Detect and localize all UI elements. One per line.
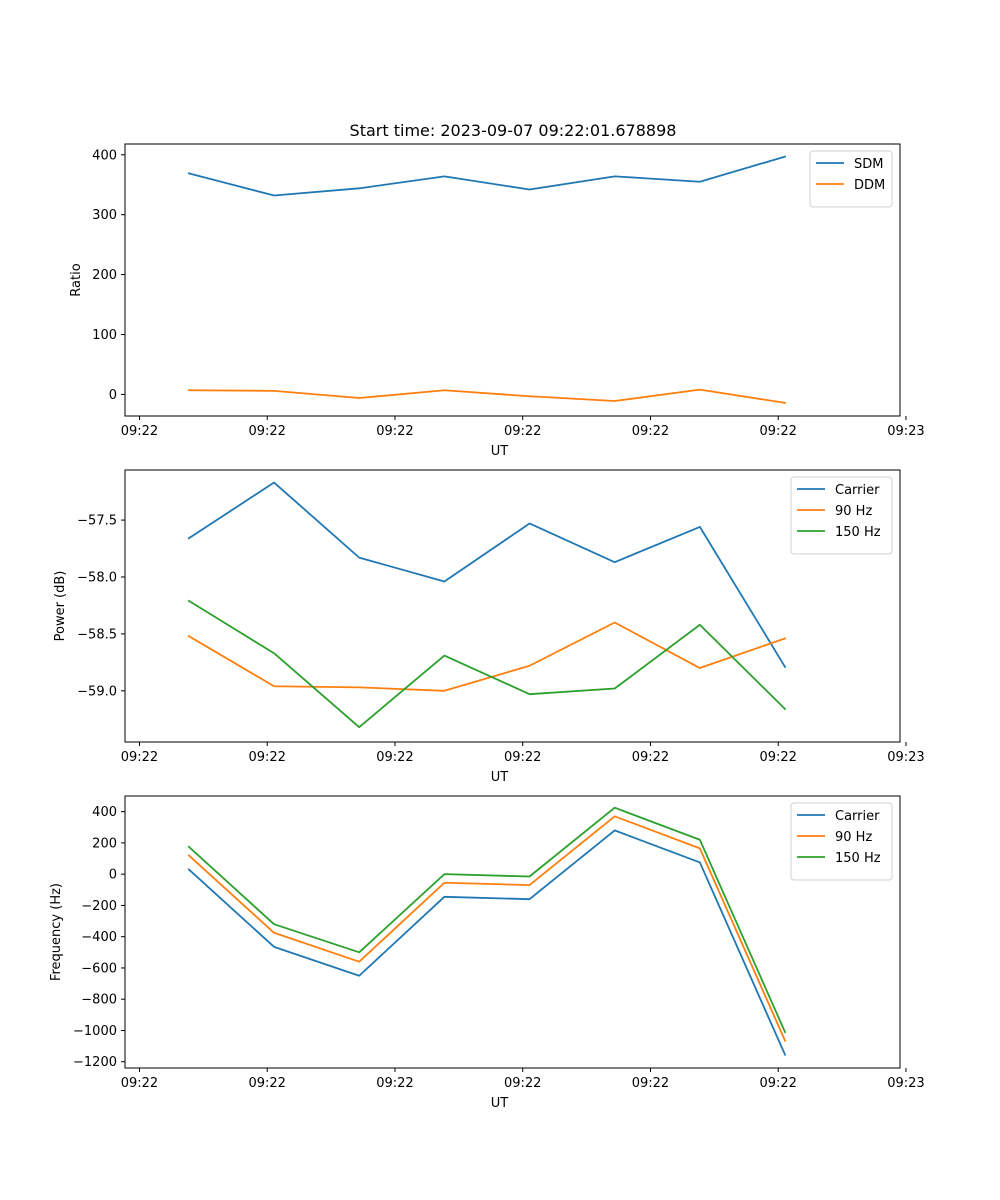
y-tick-label: −800 — [81, 993, 117, 1008]
chart-panel-2: 09:22 09:22 09:22 09:22 09:22 09:22 09:23 −57.5… — [53, 469, 925, 785]
series-line-carrier — [187, 481, 787, 669]
legend-label-carrier: Carrier — [835, 809, 880, 824]
y-tick-label: 0 — [109, 388, 117, 403]
legend: SDM DDM — [809, 150, 893, 208]
plot-frame — [124, 469, 901, 743]
y-tick-label: −57.5 — [77, 514, 117, 529]
x-tick-label: 09:22 — [759, 424, 796, 439]
x-axis-label: UT — [491, 770, 509, 785]
x-tick-label: 09:23 — [887, 750, 924, 765]
x-tick-label: 09:22 — [121, 750, 158, 765]
x-tick-label: 09:22 — [248, 750, 285, 765]
chart-panel-1: 09:22 09:22 09:22 09:22 09:22 09:22 09:23 0 100 2… — [69, 143, 925, 459]
legend-box — [809, 150, 893, 208]
legend-label-150-hz: 150 Hz — [835, 525, 881, 540]
y-tick-label: −200 — [81, 899, 117, 914]
y-tick-label: 100 — [92, 328, 117, 343]
series-line-carrier — [187, 829, 787, 1056]
series-line-ddm — [187, 388, 787, 404]
x-tick-label: 09:22 — [504, 750, 541, 765]
y-tick-label: −400 — [81, 930, 117, 945]
legend-box — [790, 802, 893, 881]
x-tick-label: 09:23 — [887, 1076, 924, 1091]
series-line-90-hz — [187, 621, 787, 692]
y-tick-label: 400 — [92, 148, 117, 163]
x-tick-label: 09:22 — [759, 1076, 796, 1091]
x-tick-label: 09:23 — [887, 424, 924, 439]
x-tick-label: 09:22 — [376, 424, 413, 439]
y-axis-label: Power (dB) — [53, 571, 68, 642]
figure-title: Start time: 2023-09-07 09:22:01.678898 — [350, 121, 677, 140]
x-tick-label: 09:22 — [376, 1076, 413, 1091]
x-tick-label: 09:22 — [248, 424, 285, 439]
legend: Carrier 90 Hz 150 Hz — [790, 476, 893, 555]
x-tick-label: 09:22 — [248, 1076, 285, 1091]
x-tick-label: 09:22 — [121, 424, 158, 439]
legend: Carrier 90 Hz 150 Hz — [790, 802, 893, 881]
x-axis-label: UT — [491, 444, 509, 459]
x-tick-label: 09:22 — [632, 1076, 669, 1091]
legend-label-ddm: DDM — [854, 178, 885, 193]
legend-label-sdm: SDM — [854, 157, 883, 172]
x-tick-label: 09:22 — [504, 1076, 541, 1091]
x-axis-label: UT — [491, 1096, 509, 1111]
y-tick-label: 0 — [109, 868, 117, 883]
x-tick-label: 09:22 — [504, 424, 541, 439]
legend-label-90-hz: 90 Hz — [835, 830, 872, 845]
x-tick-label: 09:22 — [632, 750, 669, 765]
plot-frame — [124, 143, 901, 417]
y-tick-label: −58.5 — [77, 627, 117, 642]
x-tick-label: 09:22 — [759, 750, 796, 765]
series-line-90-hz — [187, 815, 787, 1042]
y-tick-label: −1200 — [73, 1055, 117, 1070]
legend-box — [790, 476, 893, 555]
series-line-150-hz — [187, 806, 787, 1034]
plot-frame — [124, 795, 901, 1069]
y-tick-label: −600 — [81, 961, 117, 976]
series-line-150-hz — [187, 599, 787, 729]
y-tick-label: 200 — [92, 836, 117, 851]
y-tick-label: 300 — [92, 208, 117, 223]
x-tick-label: 09:22 — [376, 750, 413, 765]
series-line-sdm — [187, 155, 787, 197]
chart-panel-3: 09:22 09:22 09:22 09:22 09:22 09:22 09:23 400 20… — [49, 795, 925, 1111]
y-tick-label: 200 — [92, 268, 117, 283]
y-axis-label: Ratio — [69, 263, 84, 296]
legend-label-90-hz: 90 Hz — [835, 504, 872, 519]
legend-label-carrier: Carrier — [835, 483, 880, 498]
legend-label-150-hz: 150 Hz — [835, 851, 881, 866]
y-tick-label: −1000 — [73, 1024, 117, 1039]
y-axis-label: Frequency (Hz) — [49, 883, 64, 981]
x-tick-label: 09:22 — [121, 1076, 158, 1091]
x-tick-label: 09:22 — [632, 424, 669, 439]
y-tick-label: −59.0 — [77, 684, 117, 699]
y-tick-label: −58.0 — [77, 570, 117, 585]
y-tick-label: 400 — [92, 805, 117, 820]
